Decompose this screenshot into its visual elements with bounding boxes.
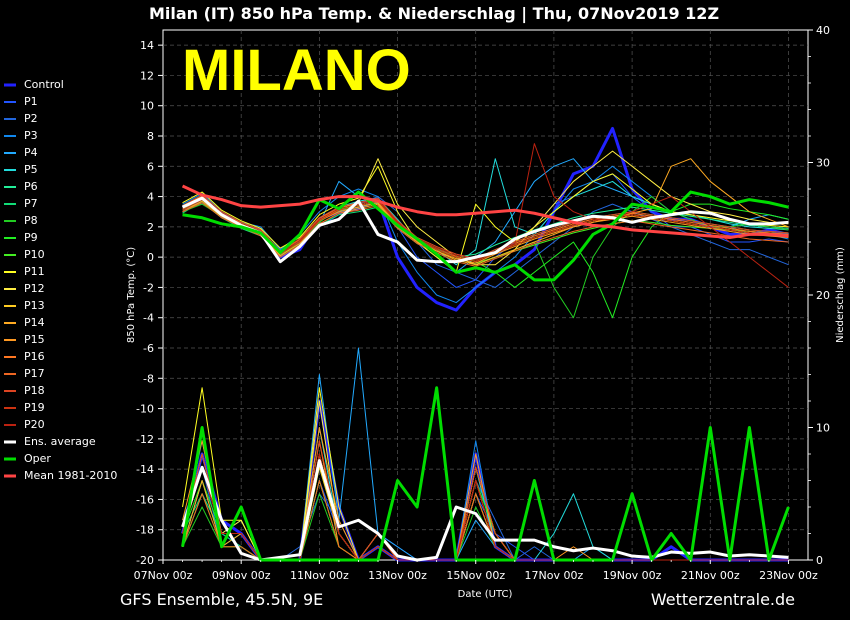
y-axis-left-label: 850 hPa Temp. (°C): [126, 247, 137, 343]
legend-label-p5: P5: [24, 163, 38, 176]
y-tick-label-left: -8: [143, 372, 154, 385]
legend-label-p1: P1: [24, 95, 38, 108]
y-tick-label-left: 2: [147, 221, 154, 234]
temp-line-p17: [182, 202, 789, 267]
y-tick-label-left: -14: [136, 463, 154, 476]
y-tick-label-left: 10: [140, 100, 154, 113]
temp-line-p11: [182, 165, 789, 273]
x-tick-label: 13Nov 00z: [368, 569, 427, 582]
legend-label-p12: P12: [24, 282, 45, 295]
y-tick-label-left: -20: [136, 554, 154, 567]
legend-label-p10: P10: [24, 248, 45, 261]
plot-frame: [162, 29, 809, 561]
temp-line-p14: [182, 158, 789, 266]
legend-label-p13: P13: [24, 299, 45, 312]
legend-label-p6: P6: [24, 180, 38, 193]
temp-line-ens-average: [181, 196, 789, 264]
x-tick-label: 09Nov 00z: [212, 569, 271, 582]
legend-label-p15: P15: [24, 333, 45, 346]
legend-label-control: Control: [24, 78, 64, 91]
legend-label-p7: P7: [24, 197, 38, 210]
legend-label-p16: P16: [24, 350, 45, 363]
footer-site: Wetterzentrale.de: [651, 590, 795, 609]
footer-source: GFS Ensemble, 45.5N, 9E: [120, 590, 323, 609]
y-tick-label-left: 8: [147, 130, 154, 143]
x-tick-label: 19Nov 00z: [603, 569, 662, 582]
legend-label-p14: P14: [24, 316, 45, 329]
y-tick-label-left: -10: [136, 403, 154, 416]
y-tick-label-left: -18: [136, 524, 154, 537]
x-tick-label: 11Nov 00z: [290, 569, 349, 582]
legend-label-p3: P3: [24, 129, 38, 142]
y-tick-label-right: 10: [816, 422, 830, 435]
city-label: MILANO: [182, 38, 411, 103]
y-tick-label-left: 4: [147, 191, 154, 204]
legend-label-mean-1981-2010: Mean 1981-2010: [24, 469, 117, 482]
left-axis-ticks: 14 12 10 8 6 4 2 0 -2 -4 -6 -8 -10 -12 -14 -16 -18 -20: [136, 39, 163, 567]
y-tick-label-left: 6: [147, 160, 154, 173]
right-axis-ticks: 40 30 20 10 0: [808, 24, 830, 567]
y-tick-label-left: -12: [136, 433, 154, 446]
chart-title: Milan (IT) 850 hPa Temp. & Niederschlag …: [149, 4, 719, 24]
y-tick-label-right: 30: [816, 157, 830, 170]
legend-label-ens-average: Ens. average: [24, 435, 96, 448]
x-axis-ticks: 07Nov 00z 09Nov 00z 11Nov 00z 13Nov 00z 15No…: [134, 560, 818, 582]
x-tick-label: 23Nov 00z: [759, 569, 818, 582]
temp-line-oper: [182, 190, 789, 282]
legend-label-p20: P20: [24, 418, 45, 431]
y-axis-right-label: Niederschlag (mm): [835, 247, 846, 343]
x-tick-label: 21Nov 00z: [681, 569, 740, 582]
legend: Control P1 P2 P3 P4 P5 P6 P7 P8 P9 P10 P11 P12 P13 P14…: [4, 78, 117, 482]
legend-label-p18: P18: [24, 384, 45, 397]
y-tick-label-right: 40: [816, 24, 830, 37]
y-tick-label-left: 12: [140, 69, 154, 82]
legend-label-p19: P19: [24, 401, 45, 414]
precipitation-lines: [181, 347, 790, 562]
y-tick-label-right: 20: [816, 289, 830, 302]
legend-label-p11: P11: [24, 265, 45, 278]
y-tick-label-left: 0: [147, 251, 154, 264]
temp-line-p19: [182, 199, 789, 263]
y-tick-label-left: 14: [140, 39, 154, 52]
legend-label-p4: P4: [24, 146, 38, 159]
precip-line-oper: [181, 386, 790, 562]
y-tick-label-left: -2: [143, 281, 154, 294]
y-tick-label-left: -6: [143, 342, 154, 355]
y-tick-label-right: 0: [816, 554, 823, 567]
temperature-lines: [181, 126, 789, 319]
x-tick-label: 15Nov 00z: [446, 569, 505, 582]
legend-label-p8: P8: [24, 214, 38, 227]
x-axis-label: Date (UTC): [458, 589, 513, 600]
legend-label-p2: P2: [24, 112, 38, 125]
legend-label-oper: Oper: [24, 452, 51, 465]
x-tick-label: 17Nov 00z: [525, 569, 584, 582]
temp-line-mean-1981-2010: [181, 184, 789, 239]
y-tick-label-left: -4: [143, 312, 154, 325]
legend-label-p17: P17: [24, 367, 45, 380]
legend-label-p9: P9: [24, 231, 38, 244]
x-tick-label: 07Nov 00z: [134, 569, 193, 582]
y-tick-label-left: -16: [136, 493, 154, 506]
